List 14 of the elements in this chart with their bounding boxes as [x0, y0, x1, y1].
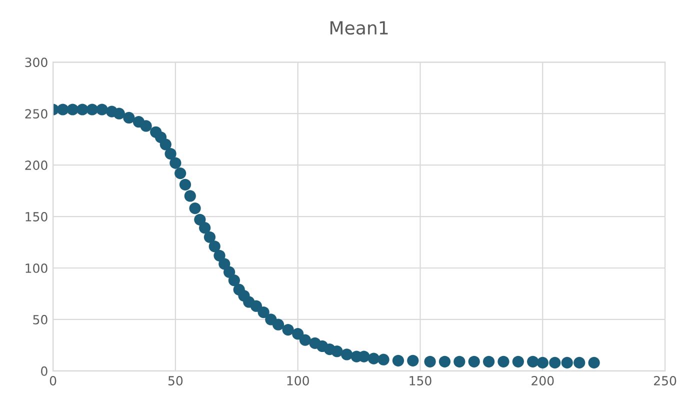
- y-tick-label: 100: [26, 263, 48, 273]
- x-tick-label: 50: [168, 376, 183, 386]
- y-tick-label: 50: [33, 314, 48, 324]
- chart-title: Mean1: [330, 21, 388, 35]
- y-tick-label: 250: [25, 109, 48, 119]
- x-tick-label: 250: [654, 376, 676, 386]
- x-tick-label: 0: [50, 376, 56, 386]
- y-tick-label: 0: [41, 366, 48, 376]
- y-tick-label: 150: [26, 212, 48, 222]
- x-tick-label: 150: [410, 376, 432, 386]
- y-tick-label: 300: [25, 58, 48, 68]
- x-tick-label: 200: [532, 376, 554, 386]
- x-tick-label: 100: [287, 376, 309, 386]
- y-tick-label: 200: [25, 160, 48, 170]
